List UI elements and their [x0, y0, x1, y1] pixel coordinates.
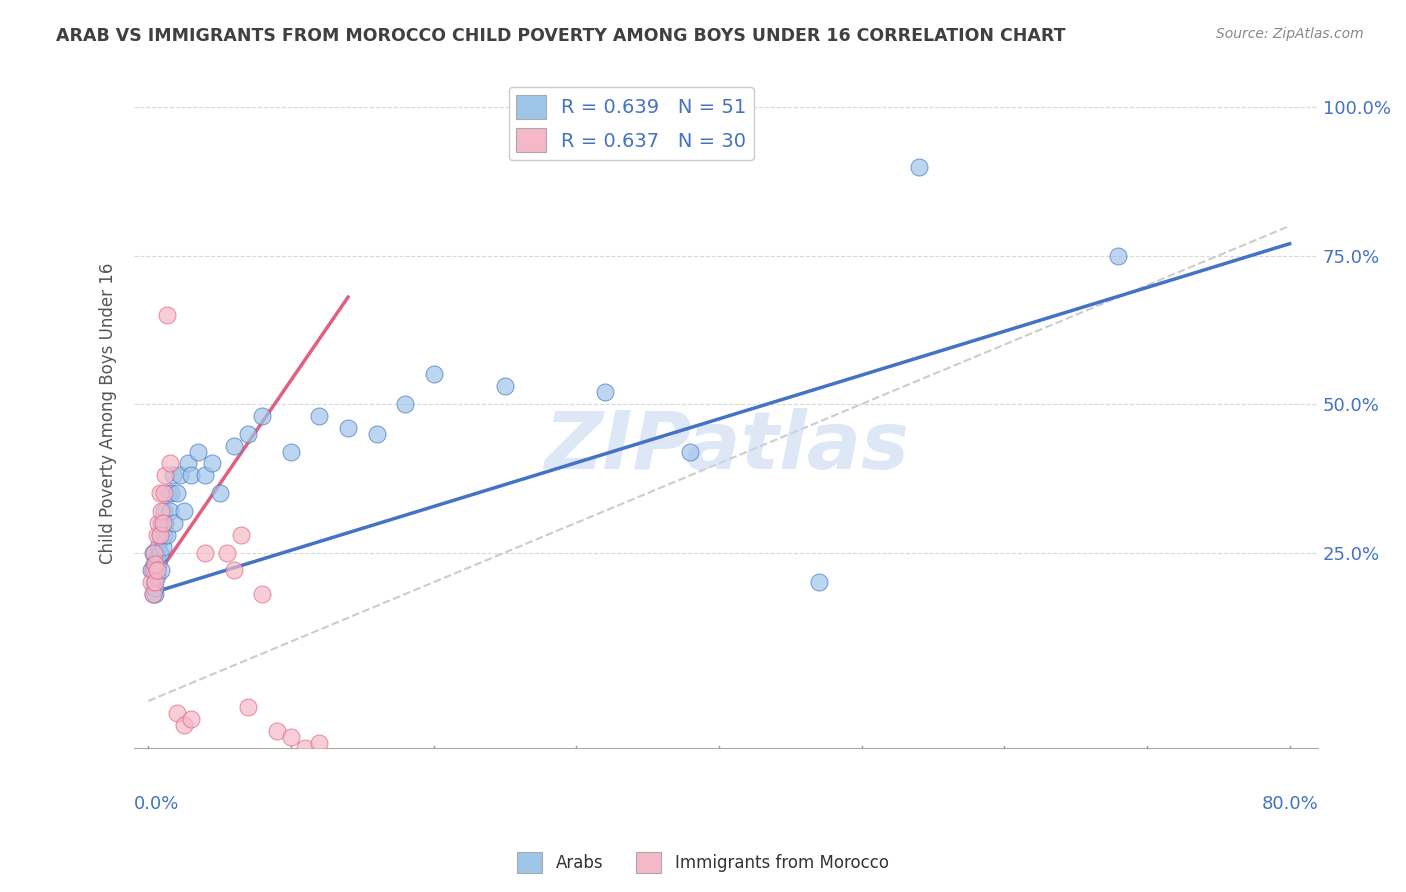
Legend: Arabs, Immigrants from Morocco: Arabs, Immigrants from Morocco: [510, 846, 896, 880]
Point: [160, 486, 183, 500]
Point: [907, 160, 929, 174]
Point: [679, 444, 702, 458]
Point: [201, 457, 224, 471]
Point: [180, 712, 202, 726]
Text: 0.0%: 0.0%: [134, 796, 180, 814]
Point: [146, 563, 169, 577]
Point: [394, 397, 416, 411]
Point: [148, 558, 170, 572]
Point: [215, 545, 238, 559]
Point: [150, 516, 173, 530]
Point: [222, 563, 245, 577]
Point: [149, 527, 172, 541]
Point: [145, 581, 167, 595]
Point: [280, 444, 302, 458]
Point: [143, 558, 166, 572]
Point: [150, 504, 173, 518]
Point: [145, 563, 167, 577]
Point: [155, 468, 177, 483]
Point: [152, 516, 174, 530]
Point: [593, 385, 616, 400]
Point: [142, 587, 165, 601]
Point: [146, 569, 169, 583]
Point: [142, 545, 165, 559]
Point: [143, 575, 166, 590]
Point: [152, 540, 174, 554]
Point: [236, 426, 259, 441]
Point: [173, 504, 195, 518]
Point: [236, 700, 259, 714]
Point: [149, 527, 172, 541]
Legend: R = 0.639   N = 51, R = 0.637   N = 30: R = 0.639 N = 51, R = 0.637 N = 30: [509, 87, 754, 160]
Point: [308, 735, 330, 749]
Text: Source: ZipAtlas.com: Source: ZipAtlas.com: [1216, 27, 1364, 41]
Text: ARAB VS IMMIGRANTS FROM MOROCCO CHILD POVERTY AMONG BOYS UNDER 16 CORRELATION CH: ARAB VS IMMIGRANTS FROM MOROCCO CHILD PO…: [56, 27, 1066, 45]
Point: [280, 730, 302, 744]
Point: [194, 468, 217, 483]
Point: [141, 575, 163, 590]
Point: [252, 587, 274, 601]
Point: [187, 444, 209, 458]
Point: [1107, 249, 1129, 263]
Point: [166, 706, 188, 720]
Point: [142, 587, 165, 601]
Point: [152, 522, 174, 536]
Point: [159, 504, 181, 518]
Point: [146, 527, 169, 541]
Point: [163, 516, 186, 530]
Point: [266, 723, 288, 738]
Point: [294, 741, 316, 756]
Point: [222, 439, 245, 453]
Point: [162, 468, 184, 483]
Point: [169, 468, 191, 483]
Point: [145, 587, 167, 601]
Point: [494, 379, 516, 393]
Point: [146, 551, 169, 566]
Point: [142, 563, 165, 577]
Point: [148, 540, 170, 554]
Point: [153, 504, 176, 518]
Point: [229, 527, 252, 541]
Point: [208, 486, 231, 500]
Point: [145, 575, 167, 590]
Text: ZIPatlas: ZIPatlas: [544, 408, 908, 485]
Text: 80.0%: 80.0%: [1261, 796, 1319, 814]
Point: [143, 545, 166, 559]
Point: [153, 527, 176, 541]
Y-axis label: Child Poverty Among Boys Under 16: Child Poverty Among Boys Under 16: [100, 262, 117, 564]
Point: [252, 409, 274, 423]
Point: [308, 409, 330, 423]
Point: [177, 457, 200, 471]
Point: [422, 368, 444, 382]
Point: [156, 527, 179, 541]
Point: [150, 563, 173, 577]
Point: [145, 558, 167, 572]
Point: [149, 545, 172, 559]
Point: [807, 575, 830, 590]
Point: [180, 468, 202, 483]
Point: [159, 457, 181, 471]
Point: [166, 486, 188, 500]
Point: [157, 486, 180, 500]
Point: [153, 486, 176, 500]
Point: [156, 308, 179, 322]
Point: [141, 563, 163, 577]
Point: [149, 486, 172, 500]
Point: [155, 516, 177, 530]
Point: [173, 717, 195, 731]
Point: [337, 421, 360, 435]
Point: [148, 516, 170, 530]
Point: [194, 545, 217, 559]
Point: [366, 426, 388, 441]
